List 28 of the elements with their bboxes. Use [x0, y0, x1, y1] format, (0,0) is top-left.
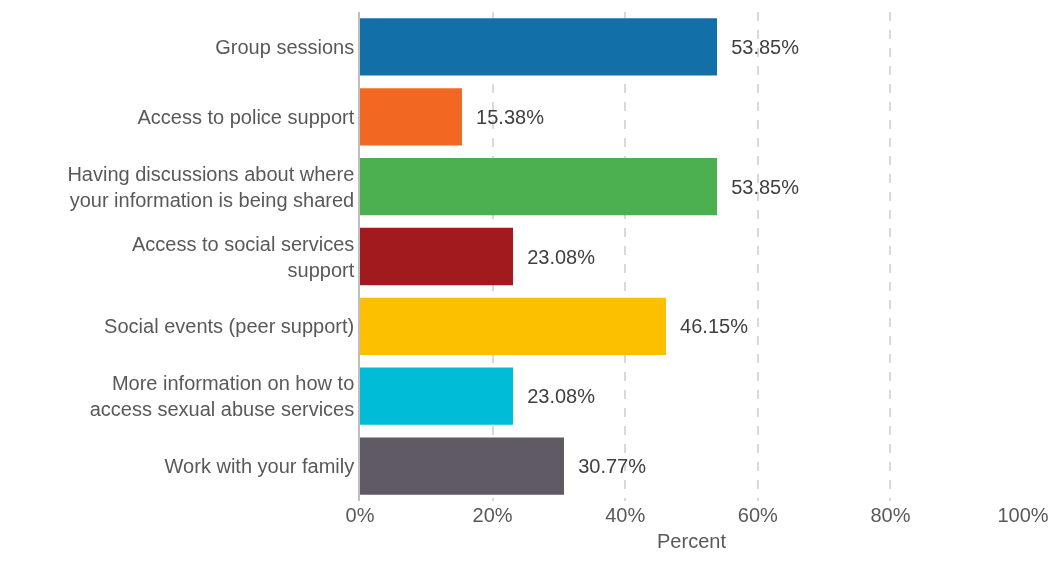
x-tick-label: 20% [472, 504, 513, 526]
x-tick-label: 80% [870, 504, 911, 526]
y-tick-label: Group sessions [215, 35, 355, 58]
bar [360, 297, 666, 355]
data-label: 15.38% [464, 105, 545, 128]
x-axis-title: Percent [657, 529, 727, 552]
x-tick-label: 40% [605, 504, 646, 526]
data-label: 53.85% [720, 175, 800, 198]
data-label: 53.85% [720, 35, 800, 58]
data-label: 23.08% [516, 385, 596, 408]
y-tick-label: Having discussions about where your information is being shared [67, 162, 355, 211]
data-label: 46.15% [668, 315, 749, 338]
bar [360, 437, 565, 495]
y-tick-label: Work with your family [164, 455, 355, 478]
bar [360, 367, 514, 425]
data-label: 23.08% [516, 245, 596, 268]
bar [360, 227, 514, 286]
x-tick-label: 0% [345, 504, 375, 526]
data-label: 30.77% [567, 455, 647, 478]
bar [360, 88, 462, 146]
x-tick-label: 60% [737, 504, 779, 526]
y-tick-label: More information on how to access sexual abuse services [89, 372, 355, 421]
y-tick-label: Access to police support [137, 105, 355, 128]
x-tick-label: 100% [997, 504, 1049, 526]
y-tick-label: Access to social services support [131, 232, 355, 281]
bar [360, 18, 718, 76]
y-tick-label: Social events (peer support) [104, 315, 355, 338]
bar [360, 158, 718, 216]
